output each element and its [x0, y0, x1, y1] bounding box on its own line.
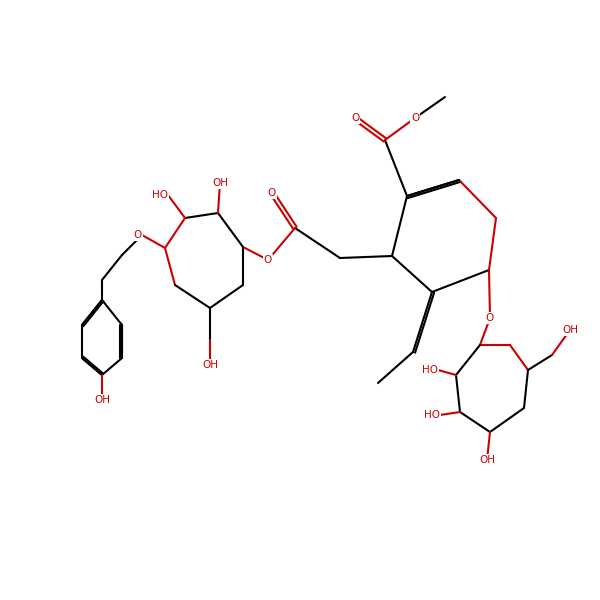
Text: O: O	[264, 255, 272, 265]
Text: OH: OH	[94, 395, 110, 405]
Text: O: O	[268, 188, 276, 198]
Text: O: O	[486, 313, 494, 323]
Text: OH: OH	[212, 178, 228, 188]
Text: OH: OH	[479, 455, 495, 465]
Text: OH: OH	[202, 360, 218, 370]
Text: HO: HO	[152, 190, 168, 200]
Text: O: O	[134, 230, 142, 240]
Text: HO: HO	[424, 410, 440, 420]
Text: OH: OH	[562, 325, 578, 335]
Text: O: O	[351, 113, 359, 123]
Text: HO: HO	[422, 365, 438, 375]
Text: O: O	[411, 113, 419, 123]
